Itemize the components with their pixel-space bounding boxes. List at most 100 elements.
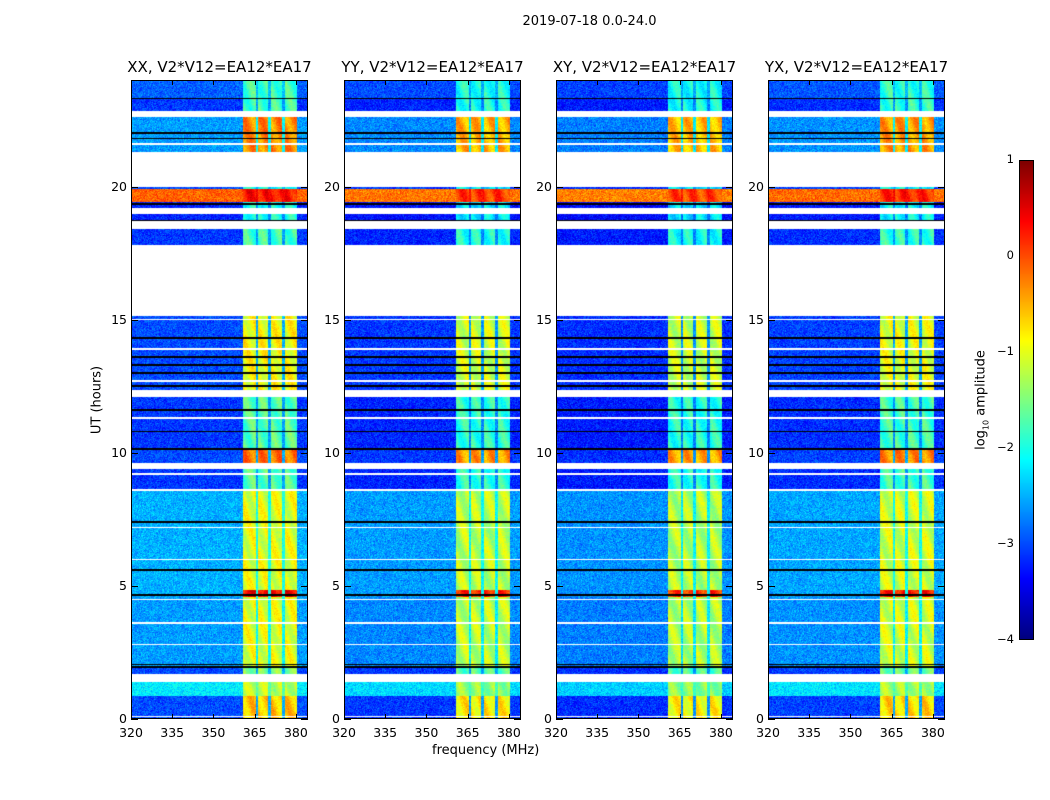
x-tick-mark	[850, 714, 852, 719]
x-tick-label: 335	[373, 725, 398, 740]
x-tick-label: 365	[242, 725, 267, 740]
y-tick-label: 15	[111, 311, 127, 327]
y-tick-mark	[344, 319, 351, 321]
y-tick-mark	[938, 186, 945, 188]
x-tick-mark	[891, 714, 893, 719]
y-tick-mark	[514, 719, 521, 720]
panel-title: YX, V2*V12=EA12*EA17	[764, 58, 949, 76]
x-tick-label: 320	[756, 725, 780, 740]
x-tick-mark	[295, 80, 297, 85]
y-tick-label: 10	[536, 444, 552, 460]
y-tick-label: 20	[536, 178, 552, 194]
x-tick-label: 365	[667, 725, 692, 740]
colorbar-tick-label: −4	[997, 632, 1014, 646]
x-tick-mark	[556, 714, 557, 719]
x-tick-mark	[385, 80, 387, 85]
y-tick-mark	[768, 319, 775, 321]
y-tick-mark	[514, 585, 521, 587]
x-tick-mark	[768, 80, 769, 85]
y-tick-label: 15	[748, 311, 764, 327]
y-tick-mark	[344, 585, 351, 587]
y-tick-label: 5	[544, 577, 552, 593]
colorbar-label-log: log	[973, 430, 989, 450]
x-tick-label: 350	[414, 725, 439, 740]
x-tick-mark	[508, 714, 510, 719]
y-tick-mark	[131, 452, 138, 454]
y-tick-label: 0	[332, 711, 340, 726]
x-tick-label: 380	[283, 725, 308, 740]
waterfall-panel-yy: YY, V2*V12=EA12*EA17 320 335 350 365 380 0 5 10 1…	[324, 58, 524, 740]
x-tick-mark	[385, 714, 387, 719]
colorbar	[1019, 160, 1034, 640]
x-tick-mark	[172, 80, 174, 85]
panel-title: XY, V2*V12=EA12*EA17	[552, 58, 737, 76]
x-tick-label: 320	[544, 725, 568, 740]
x-tick-label: 350	[626, 725, 651, 740]
x-axis-label: frequency (MHz)	[432, 743, 540, 758]
colorbar-label-rest: amplitude	[973, 350, 989, 420]
y-tick-mark	[768, 186, 775, 188]
y-tick-mark	[938, 585, 945, 587]
y-tick-mark	[131, 719, 138, 720]
x-tick-label: 335	[160, 725, 185, 740]
y-tick-mark	[768, 719, 775, 720]
y-tick-label: 15	[324, 311, 340, 327]
x-tick-mark	[720, 714, 722, 719]
colorbar-label-sub: 10	[981, 419, 991, 431]
x-tick-mark	[254, 80, 256, 85]
x-tick-mark	[213, 714, 215, 719]
x-tick-mark	[131, 714, 132, 719]
y-tick-label: 10	[324, 444, 340, 460]
panel-title: YY, V2*V12=EA12*EA17	[341, 58, 524, 76]
x-tick-mark	[638, 714, 640, 719]
x-tick-label: 335	[585, 725, 610, 740]
y-tick-mark	[556, 452, 563, 454]
y-tick-mark	[301, 719, 308, 720]
x-tick-mark	[467, 714, 469, 719]
x-tick-mark	[344, 80, 345, 85]
y-tick-mark	[514, 452, 521, 454]
x-tick-label: 335	[797, 725, 822, 740]
y-tick-mark	[726, 719, 733, 720]
x-tick-mark	[131, 80, 132, 85]
y-tick-label: 5	[119, 577, 127, 593]
waterfall-panel-xy: XY, V2*V12=EA12*EA17 320 335 350 365 380 0 5 10 1…	[536, 58, 736, 740]
y-tick-mark	[556, 319, 563, 321]
x-tick-label: 365	[879, 725, 904, 740]
x-tick-mark	[809, 714, 811, 719]
y-tick-mark	[938, 452, 945, 454]
x-tick-label: 380	[708, 725, 733, 740]
y-tick-label: 0	[544, 711, 552, 726]
x-tick-mark	[597, 714, 599, 719]
colorbar-gradient	[1020, 161, 1033, 639]
y-tick-mark	[556, 186, 563, 188]
waterfall-panel-yx: YX, V2*V12=EA12*EA17 320 335 350 365 380 0 5 10 1…	[748, 58, 948, 740]
heatmap-image	[344, 80, 521, 719]
y-tick-mark	[556, 719, 563, 720]
waterfall-panel-xx: XX, V2*V12=EA12*EA17 320 335 350 365 380 0 5 10 1…	[111, 58, 312, 740]
y-tick-mark	[768, 452, 775, 454]
x-tick-mark	[932, 80, 934, 85]
x-tick-mark	[467, 80, 469, 85]
heatmap-image	[556, 80, 733, 719]
x-tick-mark	[556, 80, 557, 85]
x-tick-label: 380	[496, 725, 521, 740]
x-tick-label: 380	[920, 725, 945, 740]
x-tick-label: 365	[455, 725, 480, 740]
y-tick-label: 20	[111, 178, 127, 194]
x-tick-mark	[172, 714, 174, 719]
y-tick-mark	[301, 585, 308, 587]
y-tick-mark	[344, 186, 351, 188]
x-tick-label: 350	[201, 725, 226, 740]
colorbar-tick-label: −3	[997, 536, 1014, 550]
heatmap-image	[131, 80, 308, 719]
colorbar-label: log10 amplitude	[974, 350, 991, 450]
x-tick-mark	[295, 714, 297, 719]
x-tick-label: 350	[838, 725, 863, 740]
colorbar-tick-label: 1	[1006, 152, 1014, 166]
y-tick-label: 15	[536, 311, 552, 327]
y-tick-mark	[768, 585, 775, 587]
y-tick-mark	[726, 319, 733, 321]
x-tick-mark	[768, 714, 769, 719]
y-tick-label: 0	[756, 711, 764, 726]
